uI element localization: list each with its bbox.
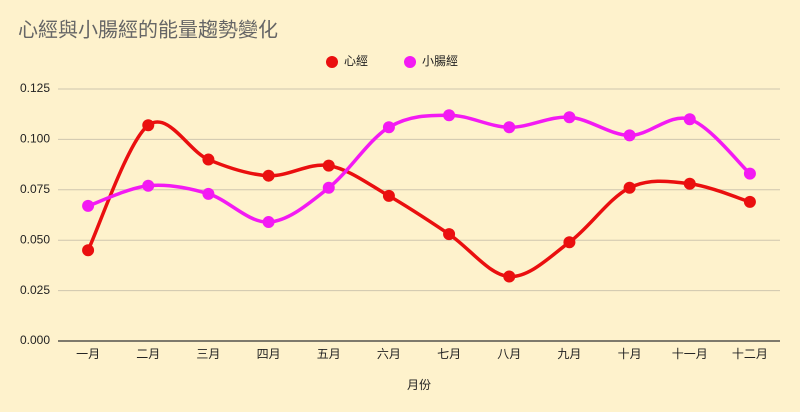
- data-point: [382, 121, 395, 134]
- x-tick-label: 三月: [196, 347, 220, 361]
- x-tick-label: 十二月: [732, 347, 768, 361]
- legend-marker: [326, 56, 338, 68]
- data-point: [142, 179, 155, 192]
- y-tick-label: 0.025: [20, 283, 50, 297]
- x-tick-label: 八月: [497, 347, 521, 361]
- data-point: [82, 244, 95, 257]
- data-point: [743, 167, 756, 180]
- x-tick-label: 四月: [257, 347, 281, 361]
- y-tick-label: 0.075: [20, 182, 50, 196]
- data-point: [382, 189, 395, 202]
- legend-label: 小腸經: [422, 54, 458, 68]
- legend-marker: [404, 56, 417, 68]
- data-point: [623, 129, 636, 142]
- data-point: [503, 121, 516, 134]
- y-tick-label: 0.125: [20, 81, 50, 95]
- x-tick-label: 七月: [437, 347, 461, 361]
- data-point: [443, 228, 456, 241]
- data-point: [623, 181, 636, 194]
- y-tick-label: 0.000: [20, 333, 50, 347]
- y-tick-label: 0.100: [20, 132, 50, 146]
- data-point: [322, 159, 335, 172]
- data-point: [142, 119, 155, 132]
- series-line: [87, 113, 752, 224]
- data-point: [202, 187, 215, 200]
- data-point: [743, 195, 756, 208]
- x-tick-label: 十月: [618, 347, 642, 361]
- legend-label: 心經: [344, 54, 368, 68]
- data-point: [322, 181, 335, 194]
- x-tick-label: 一月: [76, 347, 100, 361]
- y-tick-label: 0.050: [20, 232, 50, 246]
- data-point: [202, 153, 215, 166]
- series-line: [86, 120, 751, 279]
- x-tick-label: 二月: [136, 347, 160, 361]
- x-tick-label: 五月: [317, 347, 341, 361]
- data-point: [683, 113, 696, 126]
- data-point: [563, 236, 576, 249]
- x-axis-title: 月份: [407, 378, 431, 392]
- data-point: [262, 216, 275, 229]
- x-tick-label: 六月: [377, 347, 401, 361]
- x-tick-label: 十一月: [672, 347, 708, 361]
- data-point: [443, 109, 456, 122]
- chart-title: 心經與小腸經的能量趨勢變化: [18, 18, 278, 41]
- data-point: [262, 169, 275, 182]
- data-point: [563, 111, 576, 124]
- x-tick-label: 九月: [557, 347, 581, 361]
- data-point: [683, 177, 696, 190]
- data-point: [82, 199, 95, 212]
- data-point: [503, 270, 516, 283]
